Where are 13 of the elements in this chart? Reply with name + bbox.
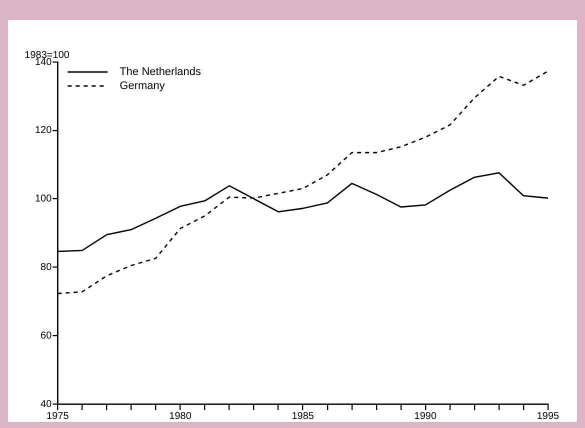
y-tick-label: 100 xyxy=(34,194,52,205)
x-tick-label: 1995 xyxy=(536,410,560,422)
x-tick-label: 1980 xyxy=(169,410,192,422)
legend-label: The Netherlands xyxy=(120,66,202,78)
y-tick-label: 80 xyxy=(40,262,52,273)
legend-label: Germany xyxy=(120,80,166,92)
y-tick-label: 120 xyxy=(34,125,52,136)
y-tick-label: 140 xyxy=(34,56,52,68)
x-tick-label: 1990 xyxy=(414,410,437,422)
y-tick-label: 60 xyxy=(40,330,52,342)
x-tick-label: 1975 xyxy=(46,410,70,422)
y-tick-label: 40 xyxy=(40,398,52,410)
x-tick-label: 1985 xyxy=(292,410,314,422)
